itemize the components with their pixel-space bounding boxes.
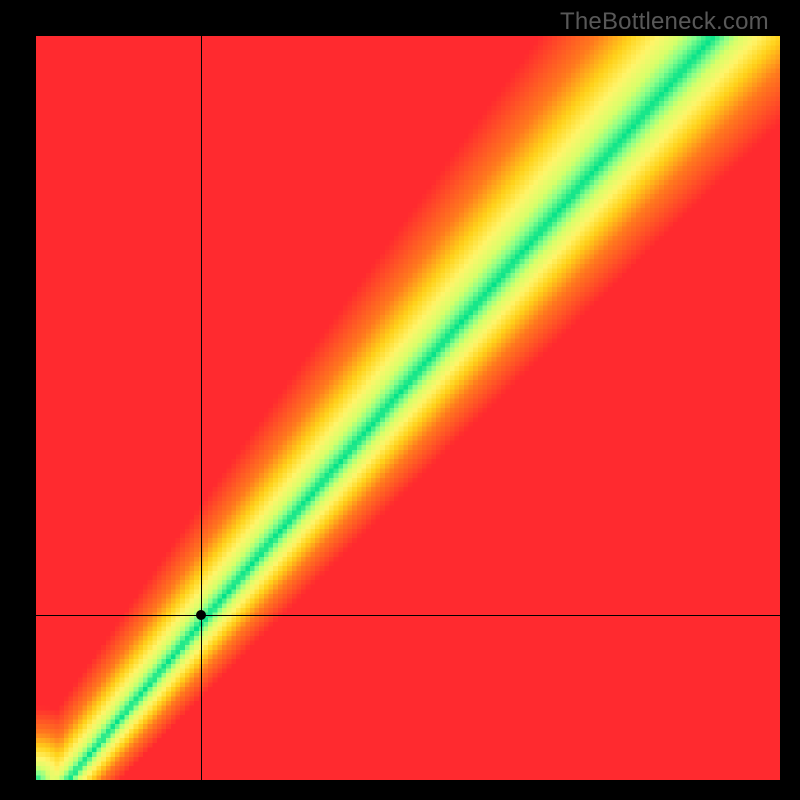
bottleneck-heatmap [36,36,780,780]
crosshair-marker [196,610,206,620]
crosshair-vertical-line [201,36,202,780]
frame-border-bottom [0,780,800,800]
crosshair-horizontal-line [36,615,780,616]
frame-border-left [0,0,36,800]
watermark-text: TheBottleneck.com [560,8,769,36]
frame-border-right [780,0,800,800]
